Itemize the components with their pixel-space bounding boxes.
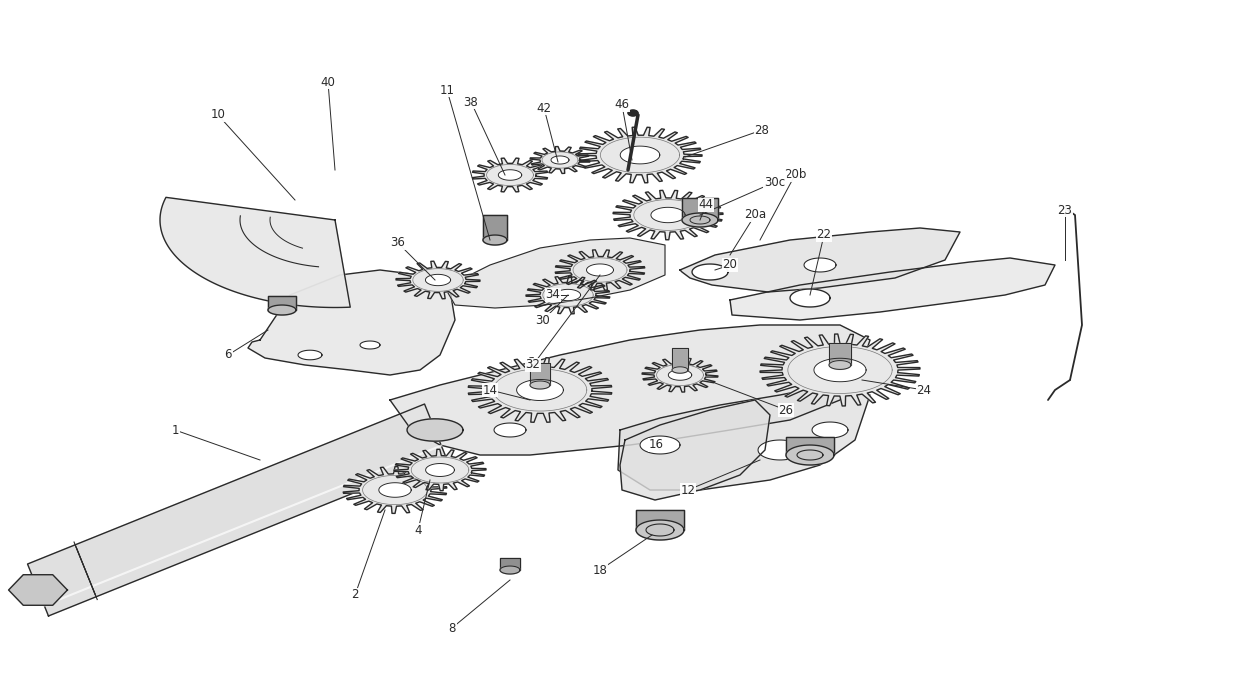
Polygon shape: [812, 422, 848, 438]
Polygon shape: [394, 450, 486, 491]
Polygon shape: [672, 348, 688, 370]
Polygon shape: [396, 261, 480, 299]
Text: 30c: 30c: [764, 175, 786, 189]
Polygon shape: [160, 198, 350, 308]
Polygon shape: [636, 510, 684, 530]
Text: 30: 30: [536, 313, 551, 326]
Polygon shape: [529, 363, 551, 385]
Text: 4: 4: [414, 523, 422, 537]
Polygon shape: [448, 238, 665, 308]
Polygon shape: [578, 127, 702, 183]
Text: 16: 16: [649, 438, 663, 452]
Polygon shape: [472, 158, 548, 192]
Polygon shape: [498, 170, 522, 180]
Text: 46: 46: [615, 99, 630, 111]
Polygon shape: [640, 436, 680, 454]
Polygon shape: [379, 483, 412, 497]
Polygon shape: [469, 358, 611, 422]
Polygon shape: [613, 191, 723, 239]
Text: 11: 11: [439, 84, 455, 97]
Text: 44: 44: [698, 198, 713, 212]
Polygon shape: [425, 464, 454, 477]
Polygon shape: [642, 358, 718, 392]
Polygon shape: [758, 440, 802, 460]
Polygon shape: [730, 258, 1055, 320]
Polygon shape: [680, 228, 960, 292]
Polygon shape: [529, 381, 551, 389]
Polygon shape: [268, 296, 296, 310]
Polygon shape: [551, 156, 569, 164]
Text: 1: 1: [171, 423, 179, 436]
Polygon shape: [760, 334, 920, 406]
Polygon shape: [672, 367, 688, 373]
Polygon shape: [391, 325, 870, 455]
Polygon shape: [360, 341, 379, 349]
Polygon shape: [618, 385, 870, 490]
Polygon shape: [407, 419, 463, 441]
Polygon shape: [9, 575, 67, 606]
Polygon shape: [668, 370, 692, 380]
Text: 6: 6: [224, 349, 232, 361]
Text: 18: 18: [593, 564, 608, 576]
Polygon shape: [517, 379, 563, 400]
Polygon shape: [484, 235, 507, 245]
Text: 20b: 20b: [784, 168, 806, 182]
Polygon shape: [830, 343, 851, 365]
Text: 23: 23: [1058, 203, 1073, 216]
Polygon shape: [500, 566, 520, 574]
Polygon shape: [587, 264, 614, 276]
Text: 36: 36: [391, 237, 405, 249]
Polygon shape: [646, 524, 675, 536]
Polygon shape: [627, 110, 639, 116]
Text: 28: 28: [755, 123, 770, 136]
Polygon shape: [343, 466, 446, 514]
Text: 34: 34: [546, 289, 560, 301]
Polygon shape: [804, 258, 836, 272]
Polygon shape: [636, 520, 684, 540]
Polygon shape: [526, 276, 610, 314]
Text: 32: 32: [526, 358, 541, 372]
Polygon shape: [682, 213, 718, 227]
Polygon shape: [797, 450, 823, 460]
Polygon shape: [298, 350, 322, 360]
Text: 24: 24: [916, 383, 931, 397]
Polygon shape: [484, 215, 507, 240]
Polygon shape: [620, 146, 660, 164]
Text: 40: 40: [321, 75, 336, 88]
Polygon shape: [425, 274, 450, 285]
Text: 38: 38: [464, 95, 479, 109]
Text: 10: 10: [211, 109, 226, 122]
Text: 20a: 20a: [744, 209, 766, 221]
Polygon shape: [813, 358, 866, 381]
Polygon shape: [682, 198, 718, 220]
Text: 2: 2: [351, 589, 358, 601]
Polygon shape: [529, 147, 590, 173]
Polygon shape: [830, 361, 851, 370]
Polygon shape: [689, 216, 711, 224]
Text: 8: 8: [449, 622, 455, 635]
Polygon shape: [786, 445, 835, 465]
Polygon shape: [651, 207, 684, 223]
Text: 14: 14: [482, 383, 497, 397]
Polygon shape: [692, 264, 728, 280]
Text: 42: 42: [537, 102, 552, 115]
Polygon shape: [620, 400, 770, 500]
Text: 26: 26: [779, 404, 794, 416]
Polygon shape: [248, 270, 455, 375]
Polygon shape: [790, 289, 830, 307]
Text: 12: 12: [681, 484, 696, 496]
Polygon shape: [556, 290, 580, 301]
Polygon shape: [786, 437, 835, 455]
Text: 22: 22: [816, 228, 832, 242]
Polygon shape: [556, 250, 645, 290]
Polygon shape: [27, 404, 445, 616]
Polygon shape: [500, 558, 520, 570]
Text: 20: 20: [723, 258, 738, 271]
Polygon shape: [268, 305, 296, 315]
Polygon shape: [494, 423, 526, 437]
